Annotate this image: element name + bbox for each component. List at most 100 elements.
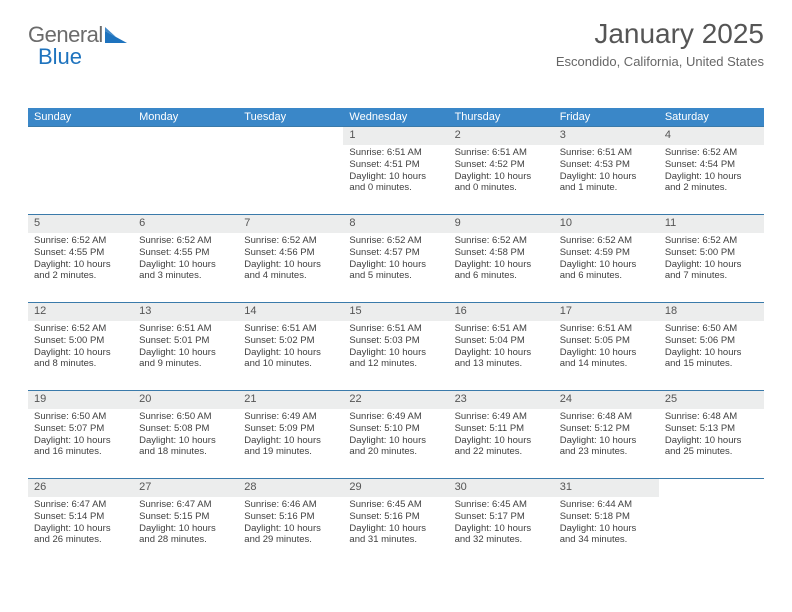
calendar-cell: 30Sunrise: 6:45 AMSunset: 5:17 PMDayligh… bbox=[449, 478, 554, 566]
calendar-cell: 31Sunrise: 6:44 AMSunset: 5:18 PMDayligh… bbox=[554, 478, 659, 566]
day-info: Sunrise: 6:50 AMSunset: 5:06 PMDaylight:… bbox=[659, 323, 764, 371]
day-number: 21 bbox=[238, 391, 343, 409]
sunrise-line: Sunrise: 6:49 AM bbox=[244, 411, 337, 423]
sunset-line: Sunset: 5:00 PM bbox=[34, 335, 127, 347]
sunrise-line: Sunrise: 6:51 AM bbox=[560, 147, 653, 159]
sunset-line: Sunset: 4:54 PM bbox=[665, 159, 758, 171]
daylight-line: Daylight: 10 hours and 6 minutes. bbox=[560, 259, 653, 283]
calendar-cell: 16Sunrise: 6:51 AMSunset: 5:04 PMDayligh… bbox=[449, 302, 554, 390]
page-title: January 2025 bbox=[556, 18, 764, 50]
day-info: Sunrise: 6:52 AMSunset: 4:59 PMDaylight:… bbox=[554, 235, 659, 283]
day-number: 25 bbox=[659, 391, 764, 409]
daylight-line: Daylight: 10 hours and 5 minutes. bbox=[349, 259, 442, 283]
day-number: 18 bbox=[659, 303, 764, 321]
sunset-line: Sunset: 5:15 PM bbox=[139, 511, 232, 523]
daylight-line: Daylight: 10 hours and 9 minutes. bbox=[139, 347, 232, 371]
day-info: Sunrise: 6:51 AMSunset: 5:05 PMDaylight:… bbox=[554, 323, 659, 371]
calendar-cell: 22Sunrise: 6:49 AMSunset: 5:10 PMDayligh… bbox=[343, 390, 448, 478]
daylight-line: Daylight: 10 hours and 31 minutes. bbox=[349, 523, 442, 547]
sunset-line: Sunset: 5:03 PM bbox=[349, 335, 442, 347]
day-number: 22 bbox=[343, 391, 448, 409]
day-number: 9 bbox=[449, 215, 554, 233]
calendar-cell bbox=[133, 126, 238, 214]
day-number: 24 bbox=[554, 391, 659, 409]
day-info: Sunrise: 6:48 AMSunset: 5:13 PMDaylight:… bbox=[659, 411, 764, 459]
sunrise-line: Sunrise: 6:47 AM bbox=[139, 499, 232, 511]
calendar-cell: 23Sunrise: 6:49 AMSunset: 5:11 PMDayligh… bbox=[449, 390, 554, 478]
sunrise-line: Sunrise: 6:52 AM bbox=[560, 235, 653, 247]
day-number: 5 bbox=[28, 215, 133, 233]
calendar-cell: 19Sunrise: 6:50 AMSunset: 5:07 PMDayligh… bbox=[28, 390, 133, 478]
calendar-cell: 25 Sunrise: 6:48 AMSunset: 5:13 PMDayligh… bbox=[659, 390, 764, 478]
day-header: Tuesday bbox=[238, 108, 343, 126]
day-info: Sunrise: 6:47 AMSunset: 5:15 PMDaylight:… bbox=[133, 499, 238, 547]
daylight-line: Daylight: 10 hours and 2 minutes. bbox=[665, 171, 758, 195]
sunset-line: Sunset: 5:13 PM bbox=[665, 423, 758, 435]
calendar-cell bbox=[238, 126, 343, 214]
sunset-line: Sunset: 5:00 PM bbox=[665, 247, 758, 259]
sunrise-line: Sunrise: 6:52 AM bbox=[244, 235, 337, 247]
sunrise-line: Sunrise: 6:51 AM bbox=[349, 147, 442, 159]
sunrise-line: Sunrise: 6:46 AM bbox=[244, 499, 337, 511]
sunrise-line: Sunrise: 6:48 AM bbox=[560, 411, 653, 423]
calendar-cell: 11Sunrise: 6:52 AMSunset: 5:00 PMDayligh… bbox=[659, 214, 764, 302]
day-info: Sunrise: 6:50 AMSunset: 5:08 PMDaylight:… bbox=[133, 411, 238, 459]
daylight-line: Daylight: 10 hours and 19 minutes. bbox=[244, 435, 337, 459]
calendar-cell: 15Sunrise: 6:51 AMSunset: 5:03 PMDayligh… bbox=[343, 302, 448, 390]
daylight-line: Daylight: 10 hours and 34 minutes. bbox=[560, 523, 653, 547]
sunset-line: Sunset: 5:05 PM bbox=[560, 335, 653, 347]
daylight-line: Daylight: 10 hours and 28 minutes. bbox=[139, 523, 232, 547]
sunset-line: Sunset: 5:08 PM bbox=[139, 423, 232, 435]
sunset-line: Sunset: 4:51 PM bbox=[349, 159, 442, 171]
calendar-cell: 29Sunrise: 6:45 AMSunset: 5:16 PMDayligh… bbox=[343, 478, 448, 566]
sunset-line: Sunset: 5:02 PM bbox=[244, 335, 337, 347]
sunset-line: Sunset: 5:06 PM bbox=[665, 335, 758, 347]
daylight-line: Daylight: 10 hours and 6 minutes. bbox=[455, 259, 548, 283]
daylight-line: Daylight: 10 hours and 0 minutes. bbox=[349, 171, 442, 195]
sunrise-line: Sunrise: 6:52 AM bbox=[34, 323, 127, 335]
day-info: Sunrise: 6:51 AMSunset: 4:53 PMDaylight:… bbox=[554, 147, 659, 195]
daylight-line: Daylight: 10 hours and 13 minutes. bbox=[455, 347, 548, 371]
sunrise-line: Sunrise: 6:52 AM bbox=[665, 235, 758, 247]
sunset-line: Sunset: 5:18 PM bbox=[560, 511, 653, 523]
day-number: 19 bbox=[28, 391, 133, 409]
sunset-line: Sunset: 5:04 PM bbox=[455, 335, 548, 347]
calendar-cell: 13Sunrise: 6:51 AMSunset: 5:01 PMDayligh… bbox=[133, 302, 238, 390]
calendar-cell: 27Sunrise: 6:47 AMSunset: 5:15 PMDayligh… bbox=[133, 478, 238, 566]
sunset-line: Sunset: 4:56 PM bbox=[244, 247, 337, 259]
daylight-line: Daylight: 10 hours and 10 minutes. bbox=[244, 347, 337, 371]
sunset-line: Sunset: 5:17 PM bbox=[455, 511, 548, 523]
sunrise-line: Sunrise: 6:45 AM bbox=[455, 499, 548, 511]
calendar-header-row: SundayMondayTuesdayWednesdayThursdayFrid… bbox=[28, 108, 764, 126]
day-info: Sunrise: 6:45 AMSunset: 5:16 PMDaylight:… bbox=[343, 499, 448, 547]
daylight-line: Daylight: 10 hours and 14 minutes. bbox=[560, 347, 653, 371]
sunrise-line: Sunrise: 6:51 AM bbox=[455, 147, 548, 159]
day-number: 31 bbox=[554, 479, 659, 497]
day-number: 30 bbox=[449, 479, 554, 497]
day-header: Wednesday bbox=[343, 108, 448, 126]
calendar-cell: 12Sunrise: 6:52 AMSunset: 5:00 PMDayligh… bbox=[28, 302, 133, 390]
calendar-cell: 3Sunrise: 6:51 AMSunset: 4:53 PMDaylight… bbox=[554, 126, 659, 214]
calendar-cell: 14Sunrise: 6:51 AMSunset: 5:02 PMDayligh… bbox=[238, 302, 343, 390]
daylight-line: Daylight: 10 hours and 8 minutes. bbox=[34, 347, 127, 371]
day-number: 20 bbox=[133, 391, 238, 409]
day-header: Sunday bbox=[28, 108, 133, 126]
daylight-line: Daylight: 10 hours and 4 minutes. bbox=[244, 259, 337, 283]
daylight-line: Daylight: 10 hours and 1 minute. bbox=[560, 171, 653, 195]
day-info: Sunrise: 6:52 AMSunset: 4:55 PMDaylight:… bbox=[133, 235, 238, 283]
day-number: 26 bbox=[28, 479, 133, 497]
sunset-line: Sunset: 5:07 PM bbox=[34, 423, 127, 435]
day-info: Sunrise: 6:52 AMSunset: 4:54 PMDaylight:… bbox=[659, 147, 764, 195]
logo-triangle-icon bbox=[105, 23, 127, 49]
daylight-line: Daylight: 10 hours and 23 minutes. bbox=[560, 435, 653, 459]
day-info: Sunrise: 6:48 AMSunset: 5:12 PMDaylight:… bbox=[554, 411, 659, 459]
calendar-cell: 26Sunrise: 6:47 AMSunset: 5:14 PMDayligh… bbox=[28, 478, 133, 566]
daylight-line: Daylight: 10 hours and 22 minutes. bbox=[455, 435, 548, 459]
calendar-cell: 8Sunrise: 6:52 AMSunset: 4:57 PMDaylight… bbox=[343, 214, 448, 302]
day-info: Sunrise: 6:52 AMSunset: 5:00 PMDaylight:… bbox=[659, 235, 764, 283]
daylight-line: Daylight: 10 hours and 29 minutes. bbox=[244, 523, 337, 547]
sunset-line: Sunset: 5:01 PM bbox=[139, 335, 232, 347]
calendar: SundayMondayTuesdayWednesdayThursdayFrid… bbox=[28, 108, 764, 566]
sunrise-line: Sunrise: 6:52 AM bbox=[455, 235, 548, 247]
sunset-line: Sunset: 4:55 PM bbox=[139, 247, 232, 259]
